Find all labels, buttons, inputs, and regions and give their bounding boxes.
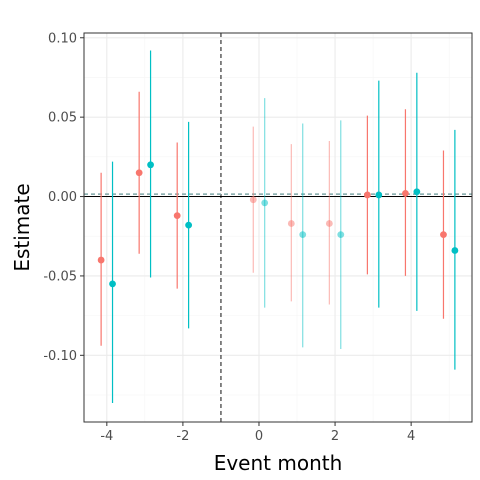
data-point: [413, 188, 421, 196]
x-tick-label: -2: [176, 429, 189, 444]
y-tick-label: -0.05: [43, 269, 77, 284]
data-marks: [97, 50, 459, 403]
y-tick-label: 0.10: [48, 31, 77, 46]
data-point: [337, 231, 345, 239]
data-point: [287, 220, 295, 227]
data-point: [147, 161, 154, 169]
y-axis-title: Estimate: [10, 183, 34, 271]
x-tick-label: 2: [331, 429, 339, 444]
panel-border: [83, 32, 473, 423]
data-point: [325, 220, 333, 227]
data-point: [299, 231, 307, 239]
data-point: [375, 191, 383, 199]
x-tick-label: 0: [255, 429, 263, 444]
y-tick-label: 0.05: [48, 111, 77, 126]
data-point: [402, 189, 409, 197]
x-axis-title: Event month: [214, 451, 343, 475]
axes: -4 -2 0 2 4 -0.10 -0.05 0.00 0.05 0.10: [43, 31, 415, 444]
y-tick-label: 0.00: [48, 190, 77, 205]
data-point: [173, 212, 181, 219]
data-point: [440, 231, 447, 239]
data-point: [249, 196, 257, 204]
data-point: [97, 256, 105, 264]
data-point: [185, 221, 193, 229]
x-tick-label: 4: [407, 429, 415, 444]
data-point: [109, 280, 116, 288]
data-point: [451, 247, 459, 254]
y-tick-label: -0.10: [43, 349, 77, 364]
data-point: [363, 191, 371, 199]
data-point: [261, 199, 269, 207]
x-tick-label: -4: [100, 429, 113, 444]
data-point: [135, 169, 143, 177]
